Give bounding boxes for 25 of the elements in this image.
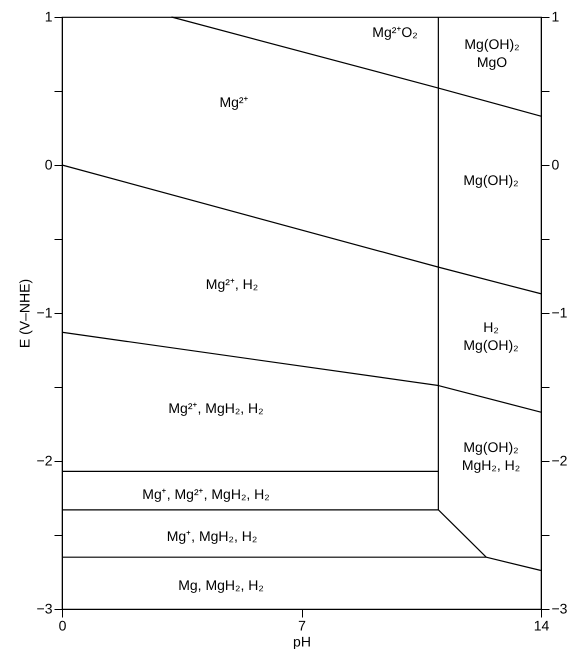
annotation: Mg²⁺O₂ (372, 24, 418, 40)
y2-tick-label: 1 (552, 8, 560, 24)
y-tick-label: −1 (36, 304, 53, 320)
annotation: Mg²⁺, MgH₂, H₂ (168, 400, 264, 416)
x-tick-label: 7 (298, 618, 306, 634)
annotation: Mg, MgH₂, H₂ (178, 577, 264, 593)
y-tick-label: −2 (36, 452, 53, 468)
y-tick-label: 1 (44, 8, 53, 24)
annotation: Mg⁺, MgH₂, H₂ (166, 528, 258, 544)
y2-tick-label: −2 (552, 452, 568, 468)
annotation: Mg²⁺ (219, 94, 249, 110)
annotation: Mg⁺, Mg²⁺, MgH₂, H₂ (142, 486, 270, 502)
y-axis-title: E (V–NHE) (16, 278, 33, 348)
y-tick-label: 0 (44, 156, 53, 172)
x-tick-label: 14 (534, 618, 550, 634)
y2-tick-label: 0 (552, 156, 560, 172)
annotation: H₂ Mg(OH)₂ (463, 319, 519, 353)
y2-tick-label: −3 (552, 600, 568, 616)
annotation: Mg(OH)₂ MgO (464, 36, 520, 70)
x-tick-label: 0 (58, 618, 67, 634)
annotation: Mg(OH)₂ MgH₂, H₂ (462, 439, 520, 473)
annotation: Mg(OH)₂ (463, 172, 519, 188)
y2-tick-label: −1 (552, 304, 568, 320)
annotation: Mg²⁺, H₂ (206, 276, 258, 292)
y-tick-label: −3 (36, 600, 53, 616)
